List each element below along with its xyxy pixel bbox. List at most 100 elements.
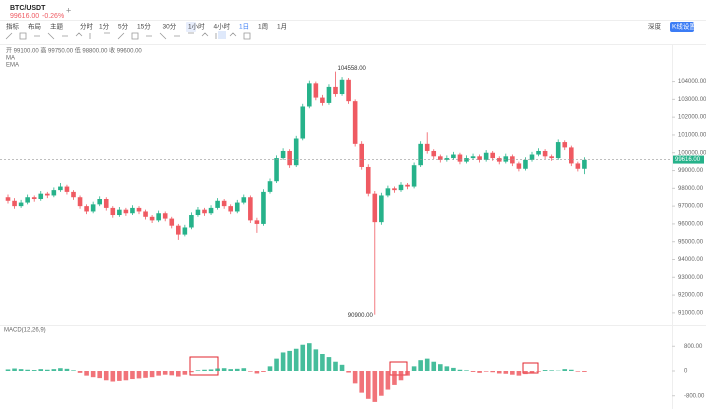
candle-body	[280, 150, 286, 159]
candle-body	[352, 101, 358, 144]
macd-bar	[496, 371, 502, 374]
candle-body	[333, 86, 338, 95]
macd-bar	[12, 368, 17, 371]
candle-body	[267, 181, 273, 192]
macd-bar	[477, 371, 482, 373]
candle-body	[25, 197, 30, 203]
candle-body	[254, 220, 260, 224]
ema-legend: EMA	[6, 63, 19, 69]
macd-bar	[359, 371, 364, 393]
active-tool[interactable]	[218, 31, 226, 39]
macd-bar	[536, 371, 541, 372]
candle-body	[457, 154, 463, 162]
candle-body	[12, 200, 17, 207]
macd-bar	[176, 371, 181, 377]
macd-bar	[346, 371, 351, 373]
toolbar-item[interactable]: 主题	[50, 22, 64, 31]
macd-bar	[457, 369, 463, 371]
candle-body	[208, 207, 214, 214]
macd-bar	[149, 371, 155, 378]
macd-bar	[71, 370, 76, 371]
macd-bar	[464, 370, 469, 371]
candle-body	[339, 79, 345, 95]
candle-body	[228, 206, 233, 212]
y-tick-label: 91000.00	[678, 310, 704, 316]
macd-bar	[182, 371, 188, 375]
candle-body	[431, 150, 437, 157]
symbol[interactable]: BTC/USDT	[10, 5, 46, 12]
macd-bar	[470, 371, 476, 372]
macd-bar	[169, 371, 175, 376]
extreme-label: 90900.00	[348, 313, 374, 319]
y-tick-label: 103000.00	[678, 97, 706, 103]
macd-bar	[405, 371, 410, 376]
macd-bar	[130, 371, 135, 380]
add-tab[interactable]: +	[66, 5, 71, 15]
macd-bar	[64, 368, 70, 371]
candle-body	[176, 225, 181, 235]
interval[interactable]: 1周	[258, 23, 268, 31]
ma-legend: MA	[6, 56, 15, 62]
interval[interactable]: 1分	[99, 22, 110, 31]
candle-body	[536, 150, 541, 155]
macd-bar	[372, 371, 378, 402]
interval[interactable]: 30分	[163, 22, 177, 31]
toolbar-item[interactable]: 指标	[6, 22, 20, 31]
y-tick-label: 102000.00	[678, 115, 706, 121]
macd-bar	[379, 371, 384, 396]
ohlc-legend: 开 99100.00 高 99750.00 低 98800.00 收 99600…	[6, 47, 142, 55]
toolbar-item[interactable]: 深度	[648, 22, 662, 31]
interval[interactable]: 分时	[80, 22, 94, 31]
candle-body	[424, 143, 430, 151]
candle-body	[549, 156, 554, 159]
change: -0.26%	[42, 13, 64, 20]
candle-body	[392, 188, 397, 191]
macd-bar	[38, 369, 44, 371]
candle-body	[18, 202, 24, 207]
interval[interactable]: 1月	[277, 23, 287, 31]
macd-bar	[503, 371, 509, 374]
candle-body	[326, 86, 332, 103]
settings-button[interactable]	[670, 22, 694, 32]
macd-bar	[18, 369, 24, 371]
interval[interactable]: 5分	[118, 22, 129, 31]
candle-body	[274, 158, 279, 182]
candle-body	[189, 215, 194, 228]
macd-bar	[84, 371, 89, 376]
macd-bar	[97, 371, 102, 379]
macd-bar	[241, 368, 247, 371]
candle-body	[103, 199, 109, 208]
macd-bar	[418, 360, 423, 371]
macd-bar	[431, 361, 437, 371]
candle-body	[110, 207, 116, 216]
interval[interactable]: 1小时	[188, 22, 205, 31]
candle-body	[71, 191, 76, 198]
y-tick-label: 97000.00	[678, 204, 704, 210]
candle-body	[398, 184, 404, 191]
macd-bar	[575, 371, 581, 372]
candle-body	[477, 156, 482, 160]
macd-bar	[90, 371, 96, 378]
macd-bar	[280, 352, 286, 371]
interval[interactable]: 1日	[239, 23, 249, 31]
macd-bar	[392, 371, 397, 385]
macd-bar	[45, 369, 50, 371]
macd-bar	[549, 370, 554, 371]
candle-body	[51, 190, 57, 196]
macd-bar	[320, 354, 325, 371]
drawing-tools[interactable]	[5, 32, 251, 40]
macd-bar	[110, 371, 116, 382]
toolbar-item[interactable]: 布局	[28, 22, 41, 31]
macd-bar	[307, 343, 312, 371]
candle-body	[234, 202, 240, 212]
interval[interactable]: 4小时	[214, 22, 231, 31]
candle-body	[248, 197, 253, 221]
macd-bar	[483, 371, 489, 372]
interval[interactable]: 15分	[137, 22, 151, 31]
candle-body	[575, 163, 581, 169]
candle-body	[241, 197, 247, 203]
settings-label[interactable]: K线设置	[672, 22, 696, 31]
macd-bar	[542, 370, 548, 371]
macd-bar	[123, 371, 129, 381]
macd-bar	[267, 366, 273, 371]
